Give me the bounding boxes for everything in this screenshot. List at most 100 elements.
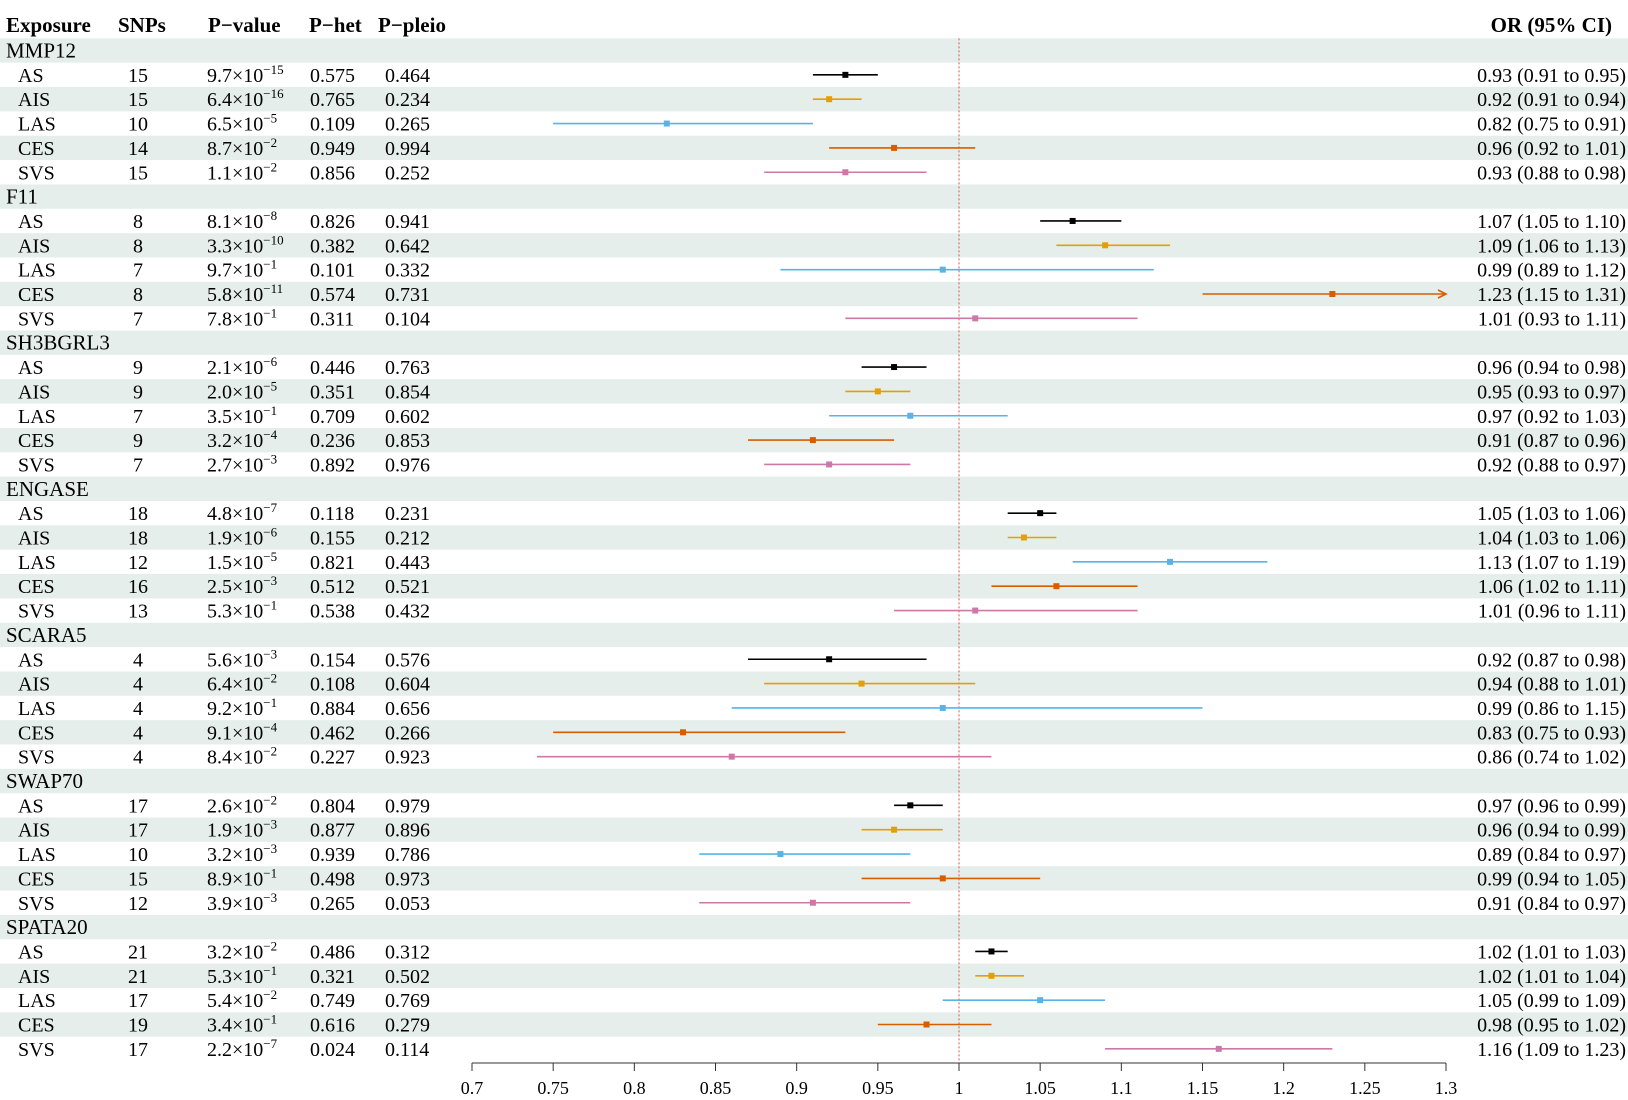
row-phet: 0.265 [310,893,355,915]
row-pvalue: 3.5×10−1 [207,403,277,428]
row-label: SVS [18,601,55,623]
row-snps: 18 [128,503,148,525]
row-or-ci: 0.89 (0.84 to 0.97) [1477,844,1626,866]
point-estimate [874,388,881,395]
point-estimate [1020,534,1027,541]
row-or-ci: 0.99 (0.89 to 1.12) [1477,260,1626,282]
row-snps: 8 [133,284,143,306]
row-label: AS [18,941,44,963]
row-or-ci: 0.95 (0.93 to 0.97) [1477,381,1626,403]
header-or-ci: OR (95% CI) [1491,13,1612,37]
row-phet: 0.446 [310,357,355,379]
point-estimate [972,607,979,614]
row-phet: 0.892 [310,454,355,476]
group-label: SH3BGRL3 [6,331,110,355]
row-label: CES [18,430,55,452]
row-label: LAS [18,844,56,866]
row-or-ci: 1.04 (1.03 to 1.06) [1477,528,1626,550]
row-snps: 4 [133,649,143,671]
row-label: LAS [18,698,56,720]
ci-arrow [1437,289,1448,299]
row-snps: 8 [133,235,143,257]
row-ppleio: 0.212 [385,528,430,550]
row-pvalue: 8.1×10−8 [207,208,277,233]
row-label: AIS [18,89,50,111]
row-snps: 15 [128,89,148,111]
row-ppleio: 0.604 [385,674,430,696]
row-phet: 0.024 [310,1039,355,1061]
x-tick-label: 1 [955,1078,964,1098]
row-phet: 0.709 [310,406,355,428]
row-label: SVS [18,893,55,915]
row-pvalue: 3.9×10−3 [207,890,277,915]
row-pvalue: 1.1×10−2 [207,159,277,184]
row-or-ci: 0.97 (0.96 to 0.99) [1477,795,1626,817]
point-estimate [923,1021,930,1028]
row-label: AIS [18,235,50,257]
row-or-ci: 1.16 (1.09 to 1.23) [1477,1039,1626,1061]
row-snps: 9 [133,381,143,403]
point-estimate [1215,1045,1222,1052]
row-ppleio: 0.332 [385,260,430,282]
row-pvalue: 8.7×10−2 [207,135,277,160]
row-ppleio: 0.731 [385,284,430,306]
point-estimate [826,656,833,663]
row-pvalue: 2.6×10−2 [207,792,277,817]
row-phet: 0.155 [310,528,355,550]
row-or-ci: 1.02 (1.01 to 1.03) [1477,941,1626,963]
row-or-ci: 0.83 (0.75 to 0.93) [1477,722,1626,744]
row-snps: 4 [133,674,143,696]
row-phet: 0.498 [310,868,355,890]
row-ppleio: 0.521 [385,576,430,598]
row-label: AS [18,211,44,233]
x-axis: 0.7 0.75 0.8 0.85 0.9 0.95 1 1.05 1.1 1.15 1.2 1.25… [461,1062,1457,1098]
point-estimate [1037,997,1044,1004]
row-band [0,233,1628,258]
x-tick-label: 1.25 [1349,1078,1381,1098]
row-pvalue: 5.3×10−1 [207,963,277,988]
row-pvalue: 2.0×10−5 [207,378,277,403]
row-phet: 0.351 [310,381,355,403]
row-phet: 0.939 [310,844,355,866]
row-snps: 21 [128,966,148,988]
row-pvalue: 3.4×10−1 [207,1012,277,1037]
point-estimate [1037,510,1044,517]
x-tick-label: 1.2 [1272,1078,1295,1098]
row-band [0,135,1628,161]
row-label: AIS [18,966,50,988]
point-estimate [891,144,898,151]
row-label: CES [18,138,55,160]
row-pvalue: 2.7×10−3 [207,451,277,476]
row-snps: 7 [133,454,143,476]
row-label: AIS [18,674,50,696]
row-or-ci: 0.92 (0.87 to 0.98) [1477,649,1626,671]
row-label: LAS [18,260,56,282]
row-or-ci: 0.96 (0.92 to 1.01) [1477,138,1626,160]
row-label: LAS [18,990,56,1012]
row-ppleio: 0.432 [385,601,430,623]
row-label: AS [18,649,44,671]
row-bands [0,38,1628,1037]
row-pvalue: 1.9×10−6 [207,525,278,550]
row-or-ci: 1.01 (0.93 to 1.11) [1478,308,1626,330]
row-snps: 12 [128,893,148,915]
point-estimate [777,851,784,858]
row-snps: 16 [128,576,148,598]
row-pvalue: 5.6×10−3 [207,646,277,671]
row-label: LAS [18,114,56,136]
row-pvalue: 8.4×10−2 [207,744,277,769]
row-ppleio: 0.769 [385,990,430,1012]
x-tick-label: 0.85 [700,1078,732,1098]
row-label: CES [18,868,55,890]
x-tick-label: 1.15 [1187,1078,1219,1098]
row-pvalue: 3.2×10−2 [207,938,277,963]
row-or-ci: 0.96 (0.94 to 0.98) [1477,357,1626,379]
row-snps: 4 [133,722,143,744]
row-label: CES [18,576,55,598]
row-label: SVS [18,1039,55,1061]
group-label: SPATA20 [6,915,88,939]
row-snps: 9 [133,430,143,452]
row-pvalue: 1.9×10−3 [207,817,277,842]
row-phet: 0.826 [310,211,355,233]
